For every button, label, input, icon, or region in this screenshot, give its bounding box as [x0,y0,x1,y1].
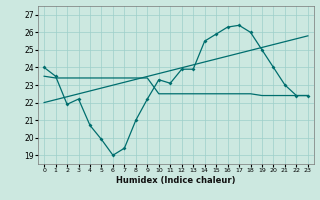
X-axis label: Humidex (Indice chaleur): Humidex (Indice chaleur) [116,176,236,185]
